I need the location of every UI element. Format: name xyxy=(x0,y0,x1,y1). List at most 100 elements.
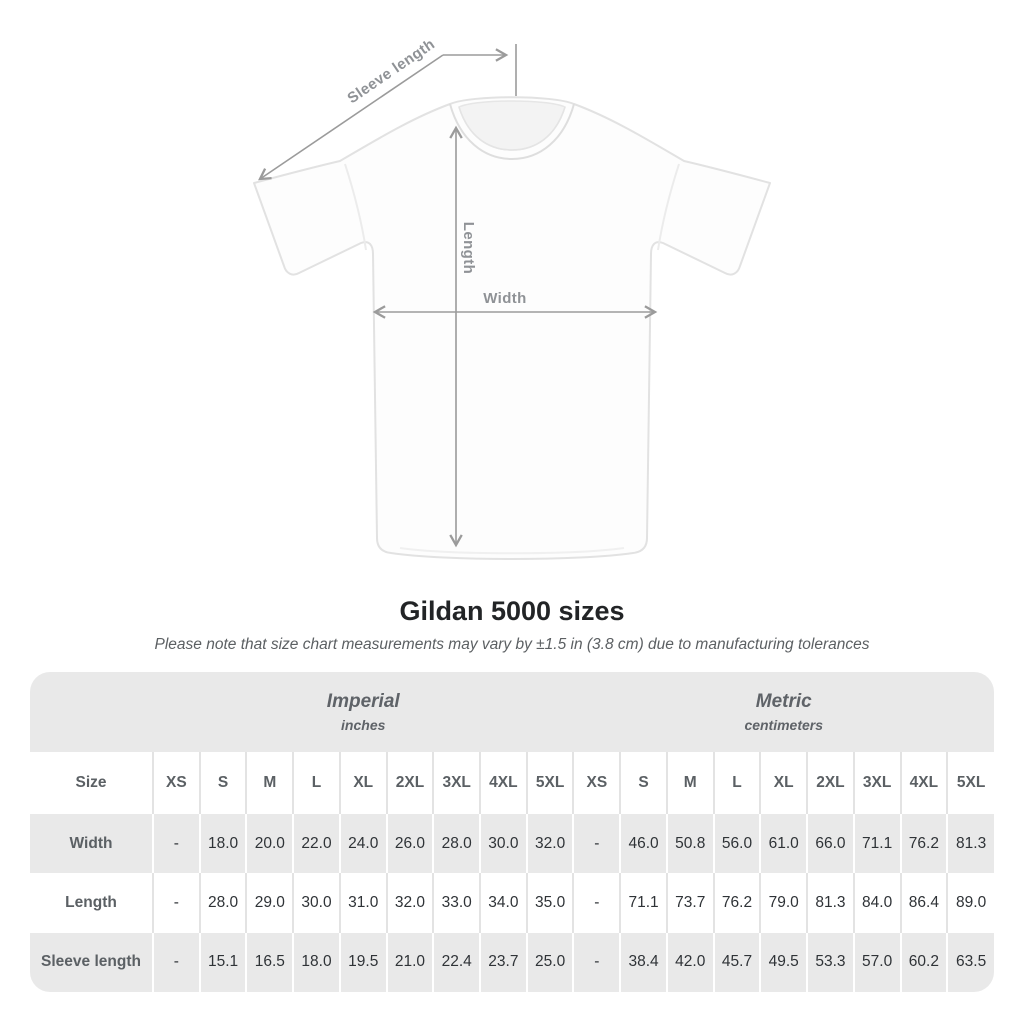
size-header-imperial-s: S xyxy=(198,752,247,814)
sleeve-length-arrow-diagonal xyxy=(258,54,444,181)
width-label: Width xyxy=(483,290,527,307)
sleeve-length-imperial-value: - xyxy=(152,932,200,992)
length-imperial-value: 29.0 xyxy=(245,873,294,933)
size-table: Imperial inches Metric centimeters Size … xyxy=(30,672,994,992)
sleeve-length-imperial-value: 18.0 xyxy=(292,932,340,992)
size-header-metric-m: M xyxy=(665,752,714,814)
length-metric-value: - xyxy=(572,873,621,933)
sleeve-length-metric-value: 49.5 xyxy=(759,932,808,992)
tshirt-measurement-diagram: Sleeve length Length Width xyxy=(253,36,771,560)
length-imperial-value: 32.0 xyxy=(385,873,434,933)
length-metric-value: 76.2 xyxy=(712,873,761,933)
tshirt-collar-inner xyxy=(458,106,566,151)
size-header-metric-5xl: 5XL xyxy=(946,752,994,814)
length-imperial-value: 33.0 xyxy=(432,873,481,933)
width-metric-value: 76.2 xyxy=(899,814,948,874)
tshirt-left-sleeve-seam xyxy=(344,163,367,251)
metric-label: Metric xyxy=(755,691,812,712)
width-metric-value: 71.1 xyxy=(852,814,901,874)
length-imperial-value: 35.0 xyxy=(525,873,574,933)
size-header-imperial-m: M xyxy=(245,752,294,814)
tshirt-right-sleeve-seam xyxy=(657,163,680,251)
length-imperial-value: - xyxy=(152,873,200,933)
size-header-metric-3xl: 3XL xyxy=(852,752,901,814)
unit-section-row: Imperial inches Metric centimeters xyxy=(30,672,994,752)
size-header-imperial-xs: XS xyxy=(152,752,200,814)
width-imperial-value: 18.0 xyxy=(198,814,247,874)
size-header-metric-xs: XS xyxy=(572,752,621,814)
sleeve-length-imperial-value: 25.0 xyxy=(525,932,574,992)
size-header-metric-l: L xyxy=(712,752,761,814)
sleeve-length-metric-value: - xyxy=(572,932,621,992)
sleeve-length-metric-value: 63.5 xyxy=(946,932,994,992)
width-imperial-value: 30.0 xyxy=(479,814,527,874)
tshirt-body xyxy=(253,96,771,560)
row-label-sleeve-length: Sleeve length xyxy=(41,953,141,971)
size-header-imperial-4xl: 4XL xyxy=(479,752,527,814)
length-metric-value: 86.4 xyxy=(899,873,948,933)
sleeve-length-imperial-value: 23.7 xyxy=(479,932,527,992)
tshirt-hem-shading xyxy=(399,547,625,555)
sleeve-length-imperial-value: 22.4 xyxy=(432,932,481,992)
table-row-width: Width -18.0 20.0 22.0 24.0 26.0 28.0 30.0 32.0-4… xyxy=(30,814,994,874)
width-imperial-value: 26.0 xyxy=(385,814,434,874)
size-header-imperial-l: L xyxy=(292,752,340,814)
width-metric-value: 61.0 xyxy=(759,814,808,874)
width-imperial-value: - xyxy=(152,814,200,874)
width-metric-value: 50.8 xyxy=(665,814,714,874)
size-header-imperial-2xl: 2XL xyxy=(385,752,434,814)
length-metric-value: 89.0 xyxy=(946,873,994,933)
size-header-imperial-5xl: 5XL xyxy=(525,752,574,814)
length-metric-value: 71.1 xyxy=(619,873,667,933)
size-header-metric-4xl: 4XL xyxy=(899,752,948,814)
size-header-metric-s: S xyxy=(619,752,667,814)
width-metric-value: 66.0 xyxy=(806,814,854,874)
metric-section-header: Metric centimeters xyxy=(573,672,994,752)
sleeve-length-metric-value: 45.7 xyxy=(712,932,761,992)
size-header-row: Size XS S M L XL 2XL 3XL 4XL 5XL XS S M L XL 2XL 3XL 4XL… xyxy=(30,752,994,814)
page-title: Gildan 5000 sizes xyxy=(399,596,625,626)
imperial-unit-label: inches xyxy=(341,717,386,733)
sleeve-length-metric-value: 38.4 xyxy=(619,932,667,992)
sleeve-length-metric-value: 57.0 xyxy=(852,932,901,992)
length-label: Length xyxy=(460,222,477,274)
size-column-header: Size xyxy=(75,774,107,791)
table-row-length: Length -28.0 29.0 30.0 31.0 32.0 33.0 34.0 35.0-… xyxy=(30,873,994,933)
measurement-annotations xyxy=(258,44,658,548)
sleeve-length-imperial-value: 21.0 xyxy=(385,932,434,992)
length-imperial-value: 34.0 xyxy=(479,873,527,933)
length-imperial-value: 30.0 xyxy=(292,873,340,933)
tshirt-illustration xyxy=(253,96,771,560)
metric-unit-label: centimeters xyxy=(744,717,824,733)
size-header-metric-2xl: 2XL xyxy=(806,752,854,814)
tolerance-note: Please note that size chart measurements… xyxy=(154,636,870,653)
size-header-imperial-3xl: 3XL xyxy=(432,752,481,814)
width-imperial-value: 22.0 xyxy=(292,814,340,874)
width-metric-value: 46.0 xyxy=(619,814,667,874)
length-metric-value: 79.0 xyxy=(759,873,808,933)
sleeve-length-imperial-value: 16.5 xyxy=(245,932,294,992)
width-imperial-value: 32.0 xyxy=(525,814,574,874)
sleeve-length-imperial-value: 15.1 xyxy=(198,932,247,992)
table-row-sleeve-length: Sleeve length -15.1 16.5 18.0 19.5 21.0 22.4 23… xyxy=(30,932,994,992)
length-metric-value: 84.0 xyxy=(852,873,901,933)
length-imperial-value: 28.0 xyxy=(198,873,247,933)
sleeve-length-metric-value: 42.0 xyxy=(665,932,714,992)
sleeve-length-metric-value: 53.3 xyxy=(806,932,854,992)
row-label-width: Width xyxy=(69,834,113,852)
size-header-metric-xl: XL xyxy=(759,752,808,814)
length-metric-value: 81.3 xyxy=(806,873,854,933)
sleeve-length-imperial-value: 19.5 xyxy=(338,932,387,992)
width-imperial-value: 24.0 xyxy=(338,814,387,874)
sleeve-length-metric-value: 60.2 xyxy=(899,932,948,992)
width-imperial-value: 20.0 xyxy=(245,814,294,874)
imperial-label: Imperial xyxy=(326,691,400,712)
size-table-grid: Imperial inches Metric centimeters Size … xyxy=(30,672,994,992)
band-corner xyxy=(30,672,153,752)
sleeve-length-label: Sleeve length xyxy=(344,36,438,107)
width-metric-value: - xyxy=(572,814,621,874)
length-imperial-value: 31.0 xyxy=(338,873,387,933)
size-header-imperial-xl: XL xyxy=(338,752,387,814)
width-imperial-value: 28.0 xyxy=(432,814,481,874)
